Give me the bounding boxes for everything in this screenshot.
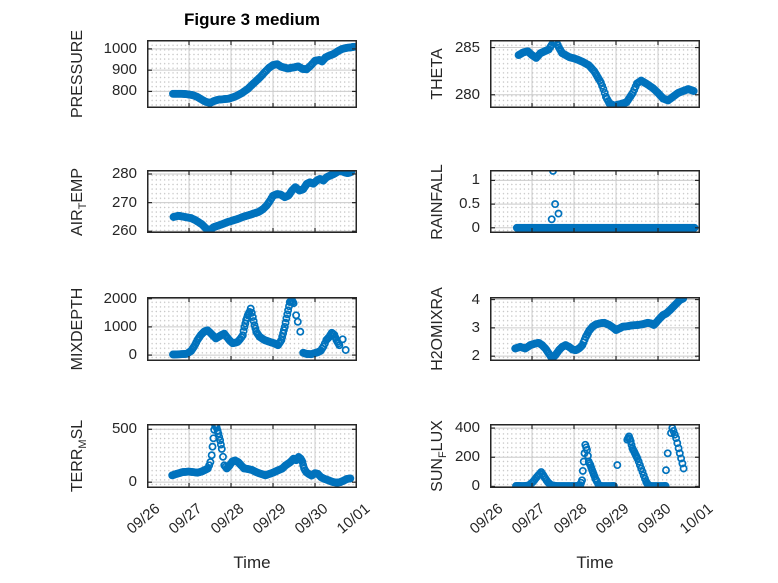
ylabel-terr_msl: TERRMSL (67, 356, 89, 556)
subplot-terr-msl (147, 424, 357, 488)
y-tick-label: 280 (454, 85, 480, 103)
ylabel-text: SL (69, 419, 86, 440)
y-tick-label: 900 (111, 61, 137, 79)
y-tick-label: 4 (471, 290, 480, 308)
data-series (169, 297, 350, 359)
y-tick-label: 0 (128, 473, 137, 491)
y-tick-label: 285 (454, 38, 480, 56)
grid-lines (147, 424, 357, 488)
tick-marks (147, 425, 357, 487)
ylabel-text: LUX (429, 420, 446, 452)
grid-lines (490, 170, 700, 233)
y-tick-label: 2000 (103, 289, 137, 307)
y-tick-label: 0 (471, 477, 480, 495)
subplot-sun-flux (490, 424, 700, 488)
minor-grid-dots (491, 171, 699, 232)
plot-canvas (147, 40, 357, 108)
axes-frame (490, 297, 700, 361)
y-tick-label: 0 (471, 218, 480, 236)
tick-marks (490, 425, 700, 487)
axes-frame (147, 170, 357, 233)
ylabel-subscript: T (77, 202, 89, 209)
axes-frame (490, 40, 700, 108)
y-tick-label: 280 (111, 165, 137, 182)
subplot-mixdepth (147, 297, 357, 361)
y-tick-label: 800 (111, 82, 137, 100)
data-series (511, 297, 688, 361)
plot-canvas (490, 424, 700, 488)
y-tick-label: 1000 (103, 317, 137, 335)
y-tick-label: 0 (128, 346, 137, 364)
subplot-h2omixra (490, 297, 700, 361)
ylabel-text: THETA (429, 48, 446, 100)
xlabel-time-right: Time (576, 553, 614, 572)
subplot-pressure (147, 40, 357, 108)
subplot-theta (490, 40, 700, 108)
y-tick-label: 1 (471, 171, 480, 189)
ylabel-text: EMP (69, 167, 86, 203)
subplot-air-temp (147, 170, 357, 233)
ylabel-subscript: M (77, 439, 89, 449)
axes-frame (147, 424, 357, 488)
data-series (514, 40, 698, 108)
grid-lines (147, 40, 357, 108)
axes-frame (147, 40, 357, 108)
xlabel-time-left: Time (233, 553, 271, 572)
ylabel-subscript: F (437, 451, 449, 459)
ylabel-text: SUN (429, 458, 446, 492)
data-series (168, 424, 355, 487)
tick-marks (490, 171, 700, 232)
ylabel-text: RAINFALL (429, 163, 446, 240)
data-series (512, 424, 688, 488)
tick-marks (490, 41, 700, 107)
data-series (169, 170, 356, 233)
axes-frame (490, 170, 700, 233)
ylabel-sun_flux: SUNFLUX (427, 356, 449, 556)
y-tick-label: 400 (454, 419, 480, 437)
data-series (512, 170, 699, 232)
plot-canvas (490, 297, 700, 361)
tick-marks (147, 298, 357, 360)
axes-frame (490, 424, 700, 488)
y-tick-label: 260 (111, 222, 137, 240)
data-series (169, 42, 357, 107)
y-tick-label: 200 (454, 448, 480, 466)
plot-canvas (147, 170, 357, 233)
y-tick-label: 500 (111, 420, 137, 438)
figure-title: Figure 3 medium (183, 10, 321, 29)
y-tick-label: 3 (471, 318, 480, 336)
y-tick-label: 2 (471, 347, 480, 365)
tick-marks (147, 41, 357, 107)
plot-canvas (490, 40, 700, 108)
y-tick-label: 270 (111, 193, 137, 211)
y-tick-label: 0.5 (459, 195, 480, 213)
axes-frame (147, 297, 357, 361)
plot-canvas (147, 297, 357, 361)
ylabel-text: TERR (69, 448, 86, 493)
plot-canvas (490, 170, 700, 233)
tick-marks (147, 171, 357, 232)
plot-canvas (147, 424, 357, 488)
grid-lines (490, 40, 700, 108)
tick-marks (490, 298, 700, 360)
subplot-rainfall (490, 170, 700, 233)
y-tick-label: 1000 (103, 39, 137, 57)
